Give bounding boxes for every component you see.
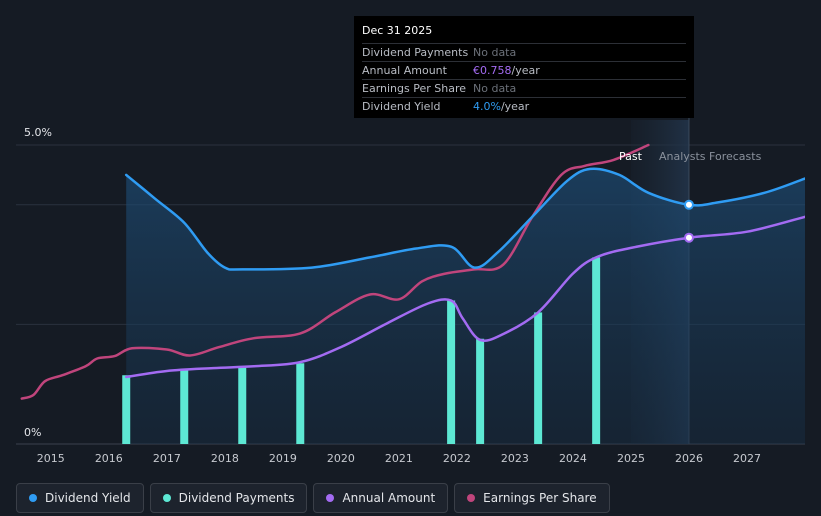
legend: Dividend Yield Dividend Payments Annual … — [16, 483, 610, 513]
x-tick-label: 2015 — [37, 452, 65, 465]
y-tick-label-bottom: 0% — [24, 426, 41, 439]
legend-dividend-payments[interactable]: Dividend Payments — [149, 483, 308, 513]
tooltip-value: No data — [473, 46, 517, 59]
dividend-payment-bar — [238, 367, 247, 444]
x-tick-label: 2023 — [501, 452, 529, 465]
legend-dot-icon — [326, 494, 335, 502]
legend-earnings-per-share[interactable]: Earnings Per Share — [454, 483, 610, 513]
tooltip: Dec 31 2025 Dividend Payments No data An… — [354, 16, 694, 118]
dividend-payment-bar — [476, 338, 485, 444]
tooltip-value: €0.758/year — [473, 64, 540, 77]
x-tick-label: 2017 — [153, 452, 181, 465]
legend-label: Annual Amount — [342, 491, 436, 505]
tooltip-label: Annual Amount — [362, 64, 447, 77]
legend-dot-icon — [162, 494, 171, 502]
x-tick-label: 2021 — [385, 452, 413, 465]
annual-amount-line — [124, 215, 805, 379]
x-tick-label: 2020 — [327, 452, 355, 465]
legend-label: Earnings Per Share — [483, 491, 597, 505]
dividend-payment-bar — [534, 312, 543, 444]
legend-dot-icon — [29, 494, 37, 502]
forecast-label: Analysts Forecasts — [659, 150, 762, 163]
x-tick-label: 2026 — [675, 452, 703, 465]
tooltip-label: Earnings Per Share — [362, 82, 467, 95]
x-tick-label: 2027 — [733, 452, 761, 465]
legend-label: Dividend Payments — [178, 491, 295, 505]
dividend-payment-bar — [296, 363, 305, 444]
tooltip-value: 4.0%/year — [473, 100, 530, 113]
tooltip-row-dividend-yield: Dividend Yield 4.0%/year — [362, 97, 686, 115]
legend-dot-icon — [467, 494, 476, 502]
tooltip-value: No data — [473, 82, 517, 95]
payment-bars — [122, 257, 601, 444]
dividend-payment-bar — [122, 375, 131, 444]
legend-dividend-yield[interactable]: Dividend Yield — [16, 483, 144, 513]
tooltip-row-annual-amount: Annual Amount €0.758/year — [362, 61, 686, 79]
x-tick-label: 2022 — [443, 452, 471, 465]
tooltip-date: Dec 31 2025 — [362, 24, 433, 37]
tooltip-row-dividend-payments: Dividend Payments No data — [362, 43, 686, 61]
tooltip-row-earnings-per-share: Earnings Per Share No data — [362, 79, 686, 97]
dividend-yield-line — [124, 167, 805, 271]
x-tick-label: 2019 — [269, 452, 297, 465]
dividend-payment-bar — [180, 369, 189, 444]
legend-annual-amount[interactable]: Annual Amount — [313, 483, 449, 513]
annual-amount-marker — [683, 232, 694, 243]
tooltip-label: Dividend Yield — [362, 100, 441, 113]
dividend-payment-bar — [592, 257, 601, 444]
series-lines — [20, 143, 805, 400]
y-tick-label-top: 5.0% — [24, 126, 52, 139]
dividend-payment-bar — [447, 300, 456, 444]
past-label: Past — [619, 150, 643, 163]
x-tick-label: 2025 — [617, 452, 645, 465]
x-tick-label: 2018 — [211, 452, 239, 465]
tooltip-label: Dividend Payments — [362, 46, 469, 59]
dividend-yield-area — [126, 168, 805, 444]
hover-markers — [683, 199, 694, 243]
x-tick-label: 2016 — [95, 452, 123, 465]
legend-label: Dividend Yield — [45, 491, 131, 505]
axes: 5.0% 0% 2015 2016 2017 2018 2019 2020 2021 2022 20… — [24, 126, 762, 465]
yield-area — [126, 168, 805, 444]
x-tick-label: 2024 — [559, 452, 587, 465]
dividend-chart: 5.0% 0% 2015 2016 2017 2018 2019 2020 2021 2022 20… — [16, 118, 805, 465]
dividend-yield-marker — [683, 199, 694, 210]
